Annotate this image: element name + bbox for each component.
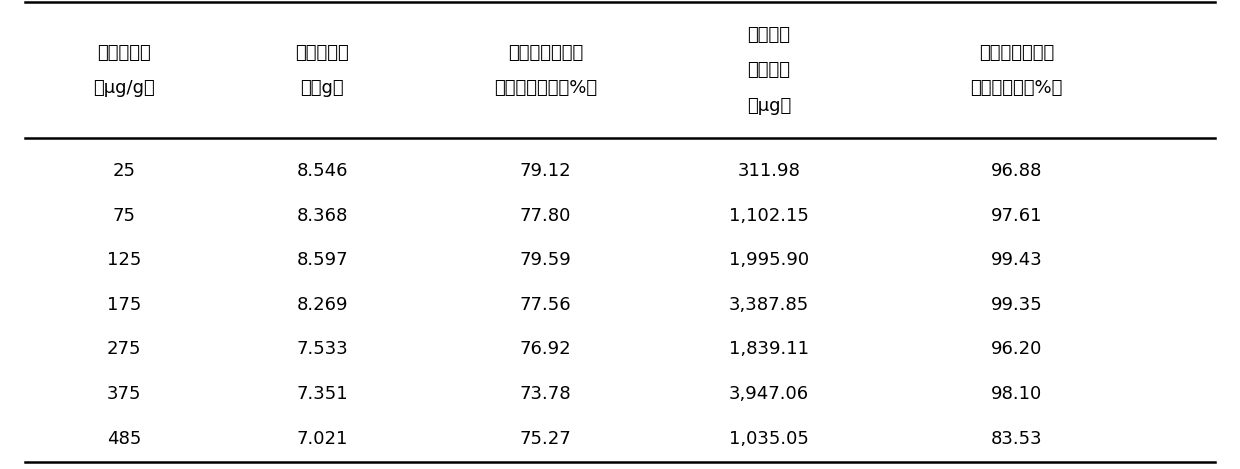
Text: 7.021: 7.021 [296, 430, 348, 447]
Text: 97.61: 97.61 [991, 207, 1043, 225]
Text: 占生物量比例（%）: 占生物量比例（%） [494, 79, 598, 97]
Text: 77.56: 77.56 [520, 296, 572, 314]
Text: 1,839.11: 1,839.11 [729, 340, 808, 358]
Text: 地下部分钴积累: 地下部分钴积累 [980, 44, 1054, 62]
Text: 25: 25 [113, 162, 135, 180]
Text: 3,387.85: 3,387.85 [729, 296, 808, 314]
Text: 96.88: 96.88 [991, 162, 1043, 180]
Text: （μg）: （μg） [746, 97, 791, 114]
Text: 7.351: 7.351 [296, 385, 348, 403]
Text: 77.80: 77.80 [520, 207, 572, 225]
Text: 重（g）: 重（g） [300, 79, 345, 97]
Text: 地下部分: 地下部分 [748, 26, 790, 44]
Text: 8.597: 8.597 [296, 251, 348, 269]
Text: 125: 125 [107, 251, 141, 269]
Text: 99.43: 99.43 [991, 251, 1043, 269]
Text: 8.546: 8.546 [296, 162, 348, 180]
Text: （μg/g）: （μg/g） [93, 79, 155, 97]
Text: 76.92: 76.92 [520, 340, 572, 358]
Text: 485: 485 [107, 430, 141, 447]
Text: 75: 75 [113, 207, 135, 225]
Text: 375: 375 [107, 385, 141, 403]
Text: 79.59: 79.59 [520, 251, 572, 269]
Text: 3,947.06: 3,947.06 [729, 385, 808, 403]
Text: 1,995.90: 1,995.90 [729, 251, 808, 269]
Text: 钴积累量: 钴积累量 [748, 61, 790, 79]
Text: 96.20: 96.20 [991, 340, 1043, 358]
Text: 98.10: 98.10 [991, 385, 1043, 403]
Text: 量所占比例（%）: 量所占比例（%） [971, 79, 1063, 97]
Text: 99.35: 99.35 [991, 296, 1043, 314]
Text: 175: 175 [107, 296, 141, 314]
Text: 地下部分干: 地下部分干 [295, 44, 350, 62]
Text: 275: 275 [107, 340, 141, 358]
Text: 83.53: 83.53 [991, 430, 1043, 447]
Text: 钴处理浓度: 钴处理浓度 [97, 44, 151, 62]
Text: 7.533: 7.533 [296, 340, 348, 358]
Text: 8.368: 8.368 [296, 207, 348, 225]
Text: 75.27: 75.27 [520, 430, 572, 447]
Text: 1,035.05: 1,035.05 [729, 430, 808, 447]
Text: 地下部分干重所: 地下部分干重所 [508, 44, 583, 62]
Text: 8.269: 8.269 [296, 296, 348, 314]
Text: 73.78: 73.78 [520, 385, 572, 403]
Text: 311.98: 311.98 [738, 162, 800, 180]
Text: 79.12: 79.12 [520, 162, 572, 180]
Text: 1,102.15: 1,102.15 [729, 207, 808, 225]
